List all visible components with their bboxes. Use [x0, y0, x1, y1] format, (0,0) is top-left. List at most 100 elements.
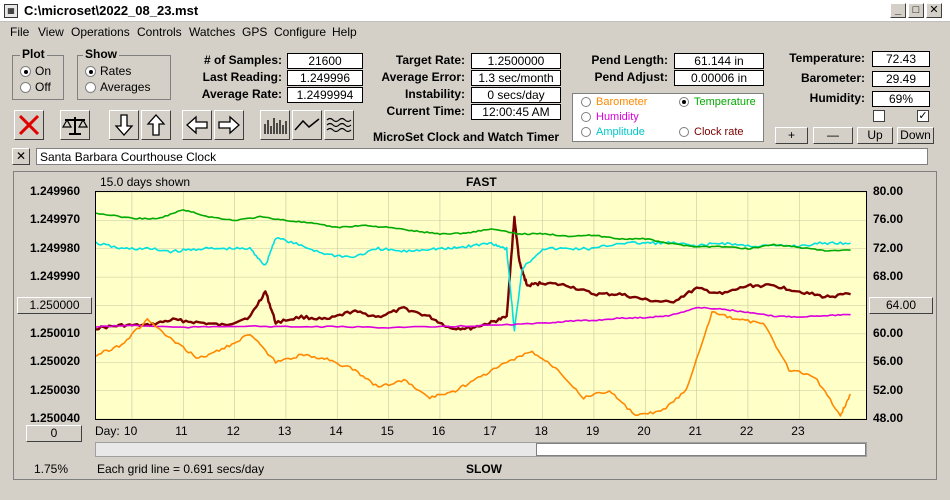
line-graph-button[interactable]: [292, 110, 322, 140]
series-line-amplitude: [95, 236, 851, 332]
fast-label: FAST: [466, 175, 497, 189]
radio-on-icon: [85, 65, 96, 77]
target-rate-value: 1.2500000: [471, 53, 561, 69]
left-percent: 1.75%: [34, 462, 69, 476]
x-tick-label: 19: [585, 424, 600, 438]
checkbox-left[interactable]: [873, 110, 885, 122]
y-right-tick-label: 68.00: [873, 269, 904, 284]
radio-off-icon: [581, 112, 591, 122]
current-time-value: 12:00:45 AM: [471, 104, 561, 120]
chart-svg: [95, 191, 866, 420]
up-button[interactable]: Up: [857, 127, 893, 144]
horizontal-scrollbar[interactable]: [95, 442, 867, 457]
y-left-tick-label: 1.249960: [30, 184, 81, 198]
slow-label: SLOW: [466, 462, 502, 476]
grid-line-note: Each grid line = 0.691 secs/day: [97, 462, 265, 476]
menu-file[interactable]: File: [10, 25, 30, 39]
pend-length-label: Pend Length:: [591, 53, 668, 67]
zero-button[interactable]: 0: [26, 425, 82, 442]
close-window-button[interactable]: ✕: [926, 3, 942, 18]
minimize-button[interactable]: _: [890, 3, 906, 18]
arrow-left-icon: [186, 115, 208, 135]
plot-on-radio[interactable]: On: [20, 64, 51, 78]
x-tick-label: 16: [431, 424, 446, 438]
x-tick-label: 15: [380, 424, 394, 438]
series-line-humidity: [95, 306, 851, 329]
average-error-value: 1.3 sec/month: [471, 70, 561, 86]
y-right-tick-label: 76.00: [873, 212, 904, 227]
plus-button[interactable]: +: [775, 127, 808, 144]
average-error-label: Average Error:: [381, 70, 465, 84]
day-prefix-label: Day:: [95, 424, 120, 438]
last-reading-value: 1.249996: [287, 70, 363, 86]
maximize-button[interactable]: □: [908, 3, 924, 18]
plot-area: [95, 191, 867, 420]
humidity-label: Humidity:: [809, 91, 865, 105]
wave-icon: [326, 117, 352, 133]
x-tick-label: 22: [739, 424, 754, 438]
down-button[interactable]: Down: [897, 127, 934, 144]
arrow-up-button[interactable]: [141, 110, 171, 140]
clock-name-field[interactable]: Santa Barbara Courthouse Clock: [36, 148, 928, 165]
radio-on-icon: [20, 65, 31, 77]
series-line-clock-rate: [95, 215, 851, 331]
right-axis-value-button[interactable]: 64.00: [869, 297, 933, 314]
menu-view[interactable]: View: [38, 25, 64, 39]
series-line-temperature: [95, 209, 851, 252]
samples-label: # of Samples:: [203, 53, 282, 67]
window-title: C:\microset\2022_08_23.mst: [24, 3, 199, 18]
radio-off-icon: [85, 81, 96, 93]
bar-graph-button[interactable]: [260, 110, 290, 140]
menu-controls[interactable]: Controls: [137, 25, 182, 39]
scrollbar-thumb[interactable]: [536, 443, 866, 456]
balance-button[interactable]: [60, 110, 90, 140]
show-averages-radio[interactable]: Averages: [85, 80, 150, 94]
menu-help[interactable]: Help: [332, 25, 357, 39]
current-time-label: Current Time:: [386, 104, 465, 118]
minus-button[interactable]: —: [813, 127, 853, 144]
radio-off-icon: [679, 127, 689, 137]
y-left-tick-label: 1.249980: [30, 240, 81, 255]
y-left-tick-label: 1.250040: [30, 411, 81, 425]
y-left-tick-label: 1.250030: [30, 382, 81, 397]
arrow-right-button[interactable]: [214, 110, 244, 140]
legend-temperature[interactable]: Temperature: [679, 96, 756, 108]
arrow-down-button[interactable]: [109, 110, 139, 140]
pend-adjust-label: Pend Adjust:: [594, 70, 668, 84]
scale-icon: [62, 117, 88, 135]
app-icon: ▦: [4, 4, 18, 18]
days-shown-label: 15.0 days shown: [100, 175, 191, 189]
average-rate-value: 1.2499994: [287, 87, 363, 103]
y-right-tick-label: 60.00: [873, 325, 904, 340]
legend-barometer[interactable]: Barometer: [581, 96, 647, 108]
target-rate-label: Target Rate:: [395, 53, 465, 67]
menu-gps[interactable]: GPS: [242, 25, 268, 39]
barometer-label: Barometer:: [800, 71, 865, 85]
legend-humidity[interactable]: Humidity: [581, 111, 639, 123]
title-bar: ▦ C:\microset\2022_08_23.mst _ □ ✕: [0, 0, 950, 22]
series-legend: Barometer Temperature Humidity Amplitude…: [572, 93, 764, 142]
stop-button[interactable]: [14, 110, 44, 140]
red-x-icon: [18, 114, 40, 136]
legend-amplitude[interactable]: Amplitude: [581, 126, 645, 138]
plot-group-title: Plot: [20, 47, 47, 61]
temperature-label: Temperature:: [789, 51, 865, 65]
bar-graph-icon: [264, 118, 287, 134]
wave-graph-button[interactable]: [324, 110, 354, 140]
checkbox-right[interactable]: ✓: [917, 110, 929, 122]
app-caption: MicroSet Clock and Watch Timer: [373, 130, 560, 144]
legend-clock-rate[interactable]: Clock rate: [679, 126, 744, 138]
arrow-left-button[interactable]: [182, 110, 212, 140]
center-value-button[interactable]: 1.250000: [17, 297, 92, 314]
humidity-value: 69%: [872, 91, 930, 107]
menu-operations[interactable]: Operations: [71, 25, 130, 39]
clear-clock-button[interactable]: ✕: [12, 148, 30, 165]
x-tick-label: 11: [175, 424, 188, 438]
show-group-title: Show: [83, 47, 119, 61]
show-rates-radio[interactable]: Rates: [85, 64, 131, 78]
radio-off-icon: [581, 97, 591, 107]
menu-configure[interactable]: Configure: [274, 25, 327, 39]
menu-watches[interactable]: Watches: [189, 25, 236, 39]
y-left-tick-label: 1.249990: [30, 269, 81, 284]
plot-off-radio[interactable]: Off: [20, 80, 51, 94]
